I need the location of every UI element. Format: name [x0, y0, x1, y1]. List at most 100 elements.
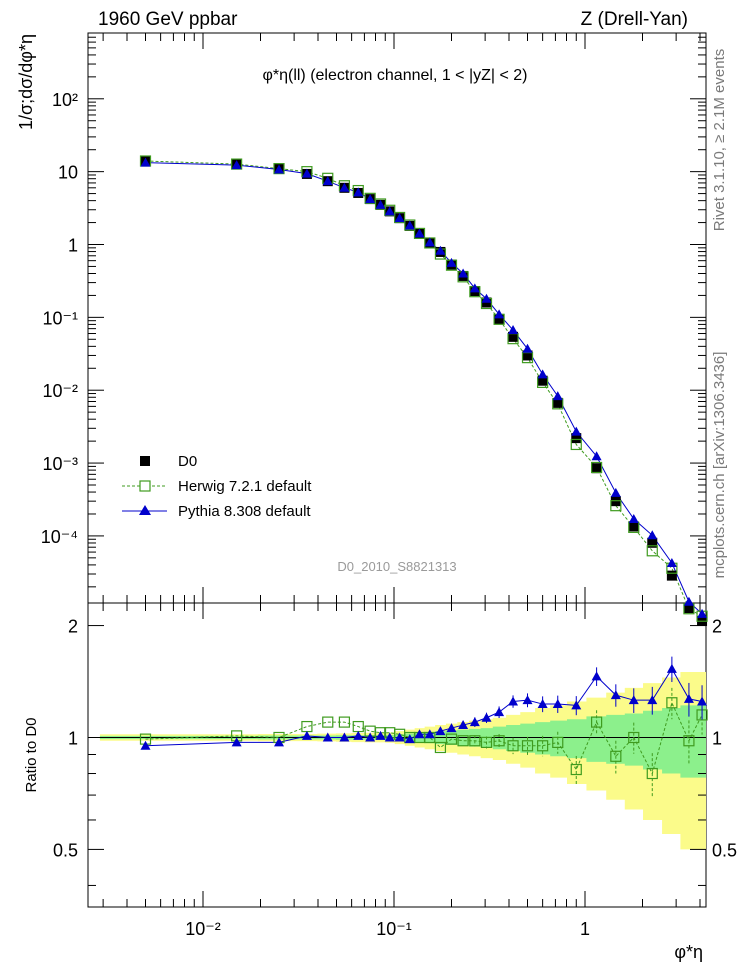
herwig-point [404, 219, 416, 231]
ratio-tick-label-right: 2 [712, 617, 722, 637]
pythia-point [628, 513, 639, 523]
pythia-point [424, 237, 435, 247]
herwig-ratio-point [469, 735, 481, 747]
pythia-point [537, 369, 548, 379]
pythia-ratio-point [384, 732, 395, 742]
pythia-ratio-point [552, 699, 563, 709]
pythia-ratio-point [628, 695, 639, 705]
pythia-ratio-point [446, 723, 457, 733]
herwig-point [374, 198, 387, 210]
herwig-point [628, 521, 640, 533]
pythia-ratio-point [339, 732, 350, 742]
y-axis-label: 1/σ;dσ/dφ*η [16, 34, 36, 130]
d0-point [628, 521, 639, 532]
pythia-ratio-point [140, 740, 151, 750]
ratio-series-layer [139, 656, 708, 797]
herwig-ratio-point [666, 697, 678, 709]
herwig-point [646, 545, 658, 557]
herwig-ratio-point [628, 731, 640, 744]
ratio-tick-label-right: 0.5 [712, 840, 737, 860]
herwig-ratio-point [537, 740, 549, 752]
x-tick-label: 10⁻¹ [376, 919, 412, 939]
ratio-tick-label-left: 0.5 [53, 840, 78, 860]
ratio-y-axis-label: Ratio to D0 [23, 717, 40, 792]
y-tick-label: 10⁻² [42, 381, 78, 401]
herwig-ratio-point [301, 720, 313, 733]
herwig-ratio-point [683, 735, 695, 747]
d0-point [552, 397, 563, 408]
y-tick-label: 10⁻¹ [42, 308, 78, 328]
herwig-point [394, 211, 406, 224]
pythia-point [322, 176, 333, 186]
d0-point [537, 375, 548, 386]
pythia-ratio-point [666, 663, 677, 673]
pythia-point [591, 451, 602, 461]
rivet-label: Rivet 3.1.10, ≥ 2.1M events [711, 49, 728, 232]
analysis-watermark: D0_2010_S8821313 [337, 559, 456, 574]
pythia-point [458, 268, 469, 278]
herwig-ratio-point [434, 741, 447, 754]
pythia-point [552, 391, 563, 401]
herwig-ratio-point [480, 736, 493, 749]
pythia-ratio-point [231, 737, 242, 747]
header-right: Z (Drell-Yan) [581, 9, 688, 30]
herwig-point [610, 500, 622, 512]
pythia-ratio-point [610, 690, 621, 700]
pythia-ratio-point [365, 732, 376, 742]
herwig-ratio-point [493, 735, 505, 747]
mcplots-label: mcplots.cern.ch [arXiv:1306.3436] [711, 352, 728, 579]
pythia-ratio-point [322, 732, 333, 742]
herwig-ratio-point [590, 716, 603, 728]
x-axis-label: φ*η [674, 942, 703, 962]
pythia-point [647, 530, 658, 540]
pythia-point [353, 187, 364, 197]
pythia-point [384, 206, 395, 216]
pythia-point [394, 213, 405, 223]
pythia-ratio-point [697, 696, 708, 706]
header-left: 1960 GeV ppbar [98, 9, 238, 30]
ratio-tick-label-left: 1 [68, 728, 78, 748]
chart-title: φ*η(ll) (electron channel, 1 < |yZ| < 2) [262, 67, 527, 84]
pythia-ratio-point [274, 737, 285, 747]
herwig-point [507, 333, 519, 345]
herwig-ratio-point [521, 740, 534, 752]
pythia-ratio-point [571, 700, 582, 710]
pythia-point [301, 168, 312, 178]
pythia-point [494, 309, 505, 319]
pythia-point [404, 220, 415, 230]
legend-marker-pythia [139, 505, 151, 515]
pythia-ratio-point [458, 720, 469, 730]
herwig-ratio-point [445, 733, 458, 745]
legend-marker-herwig [139, 480, 151, 492]
pythia-point [683, 596, 694, 606]
herwig-ratio-point [338, 716, 351, 728]
ratio-band-stat [99, 705, 706, 778]
ratio-uncertainty-bands [99, 672, 706, 850]
legend-marker-d0 [140, 456, 150, 466]
axis-ticks: 10⁻² 10⁻¹ 1 10⁻⁴ 10⁻³ 10⁻² 10⁻¹ 1 10 10² 0.5 0.5 1 1 2… [41, 32, 737, 939]
herwig-ratio-point [646, 767, 658, 780]
pythia-point [446, 257, 457, 267]
pythia-ratio-point [508, 696, 519, 706]
herwig-ratio-point [352, 720, 364, 733]
main-series-layer [139, 155, 708, 626]
herwig-point [521, 352, 534, 364]
herwig-ratio-point [322, 716, 334, 728]
pythia-point [610, 487, 621, 497]
legend: D0 Herwig 7.2.1 default Pythia 8.308 def… [122, 453, 312, 520]
y-tick-label: 10⁻⁴ [41, 527, 78, 547]
ratio-tick-label-left: 2 [68, 617, 78, 637]
pythia-ratio-point [394, 732, 405, 742]
pythia-point [231, 160, 242, 170]
herwig-point [552, 398, 564, 410]
pythia-point [365, 194, 376, 204]
pythia-ratio-point [414, 729, 425, 739]
y-tick-label: 10⁻³ [42, 454, 78, 474]
d0-point [591, 463, 602, 474]
herwig-ratio-point [552, 736, 564, 749]
d0-point [647, 537, 658, 548]
herwig-point [570, 438, 582, 451]
pythia-ratio-point [375, 730, 386, 740]
x-tick-label: 1 [580, 919, 590, 939]
